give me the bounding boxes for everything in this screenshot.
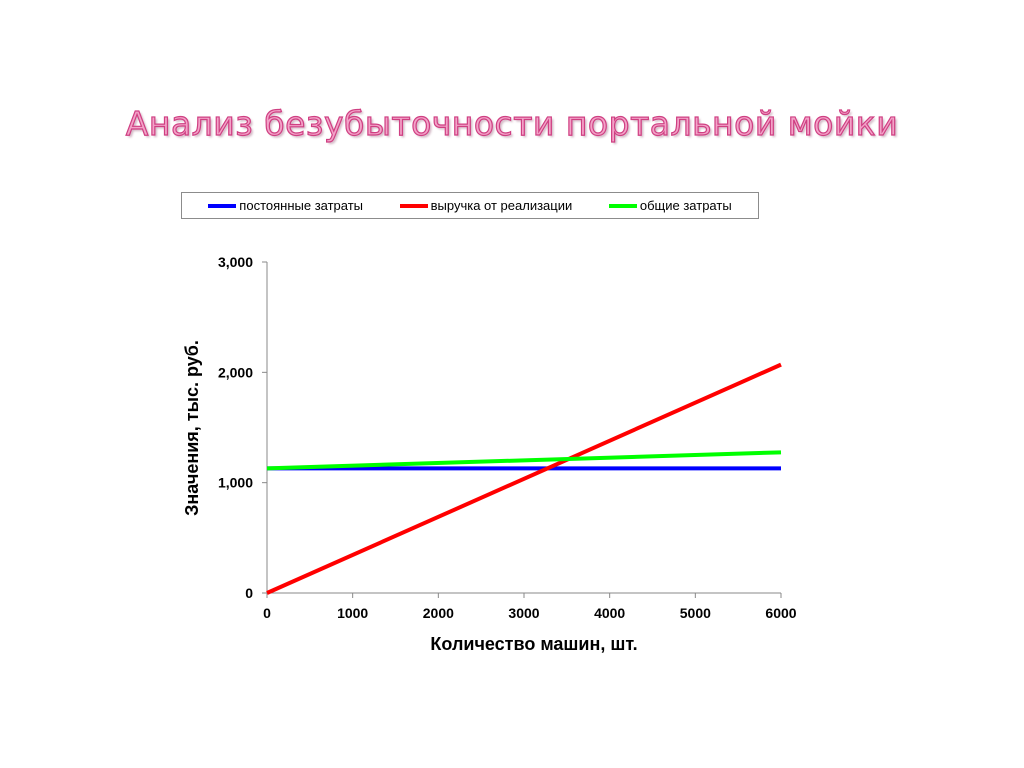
chart-legend: постоянные затраты выручка от реализации… <box>181 192 759 219</box>
x-tick-label: 1000 <box>337 605 368 621</box>
x-tick-label: 6000 <box>765 605 796 621</box>
chart-series-layer <box>266 362 782 595</box>
legend-label-fixed-costs: постоянные затраты <box>239 198 364 213</box>
x-tick-label: 0 <box>263 605 271 621</box>
x-tick-label: 4000 <box>594 605 625 621</box>
y-tick-label: 3,000 <box>218 254 253 270</box>
series-line-revenue <box>266 362 782 595</box>
legend-swatch-fixed-costs <box>208 203 237 208</box>
legend-swatch-total-costs <box>608 203 637 208</box>
legend-item-revenue: выручка от реализации <box>399 198 573 213</box>
series-line-total-costs <box>266 450 782 471</box>
slide-title: Анализ безубыточности портальной мойки <box>125 103 899 143</box>
legend-label-total-costs: общие затраты <box>639 198 732 213</box>
y-tick-label: 0 <box>245 585 253 601</box>
x-tick-label: 5000 <box>680 605 711 621</box>
legend-item-fixed-costs: постоянные затраты <box>208 198 363 213</box>
legend-swatch-revenue <box>399 203 428 208</box>
legend-item-total-costs: общие затраты <box>608 198 732 213</box>
x-tick-label: 3000 <box>508 605 539 621</box>
x-axis-title: Количество машин, шт. <box>430 634 637 654</box>
chart-tick-layer: 0 1,000 2,000 3,000 0 1000 2000 3000 4000 5000 600… <box>218 254 797 621</box>
legend-label-revenue: выручка от реализации <box>430 198 573 213</box>
y-tick-label: 1,000 <box>218 475 253 491</box>
x-tick-label: 2000 <box>423 605 454 621</box>
chart-axes <box>262 261 782 598</box>
y-axis-title: Значения, тыс. руб. <box>182 340 202 516</box>
y-tick-label: 2,000 <box>218 364 253 380</box>
